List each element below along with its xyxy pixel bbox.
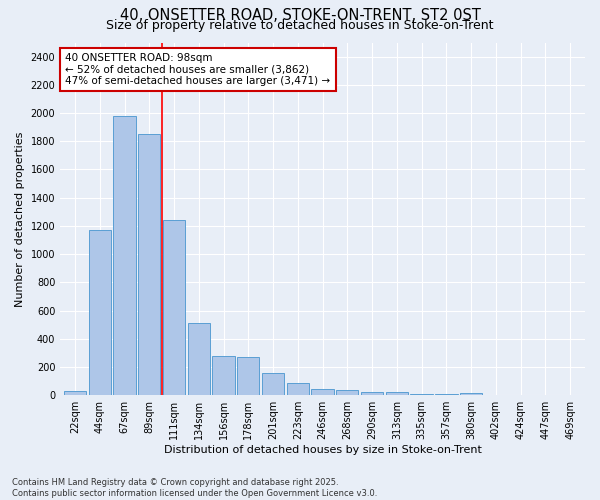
Text: Contains HM Land Registry data © Crown copyright and database right 2025.
Contai: Contains HM Land Registry data © Crown c… [12,478,377,498]
Bar [336,390,358,395]
Bar [212,356,235,395]
Bar [89,230,111,395]
Bar [237,357,259,395]
Bar [460,393,482,395]
Bar [361,392,383,395]
Bar [410,394,433,395]
Bar [138,134,160,395]
Y-axis label: Number of detached properties: Number of detached properties [15,131,25,306]
X-axis label: Distribution of detached houses by size in Stoke-on-Trent: Distribution of detached houses by size … [164,445,482,455]
Bar [311,388,334,395]
Bar [188,324,210,395]
Bar [163,220,185,395]
Text: 40 ONSETTER ROAD: 98sqm
← 52% of detached houses are smaller (3,862)
47% of semi: 40 ONSETTER ROAD: 98sqm ← 52% of detache… [65,53,331,86]
Text: 40, ONSETTER ROAD, STOKE-ON-TRENT, ST2 0ST: 40, ONSETTER ROAD, STOKE-ON-TRENT, ST2 0… [119,8,481,22]
Bar [509,394,532,395]
Bar [113,116,136,395]
Bar [435,394,458,395]
Bar [262,374,284,395]
Bar [386,392,408,395]
Text: Size of property relative to detached houses in Stoke-on-Trent: Size of property relative to detached ho… [106,18,494,32]
Bar [64,391,86,395]
Bar [287,382,309,395]
